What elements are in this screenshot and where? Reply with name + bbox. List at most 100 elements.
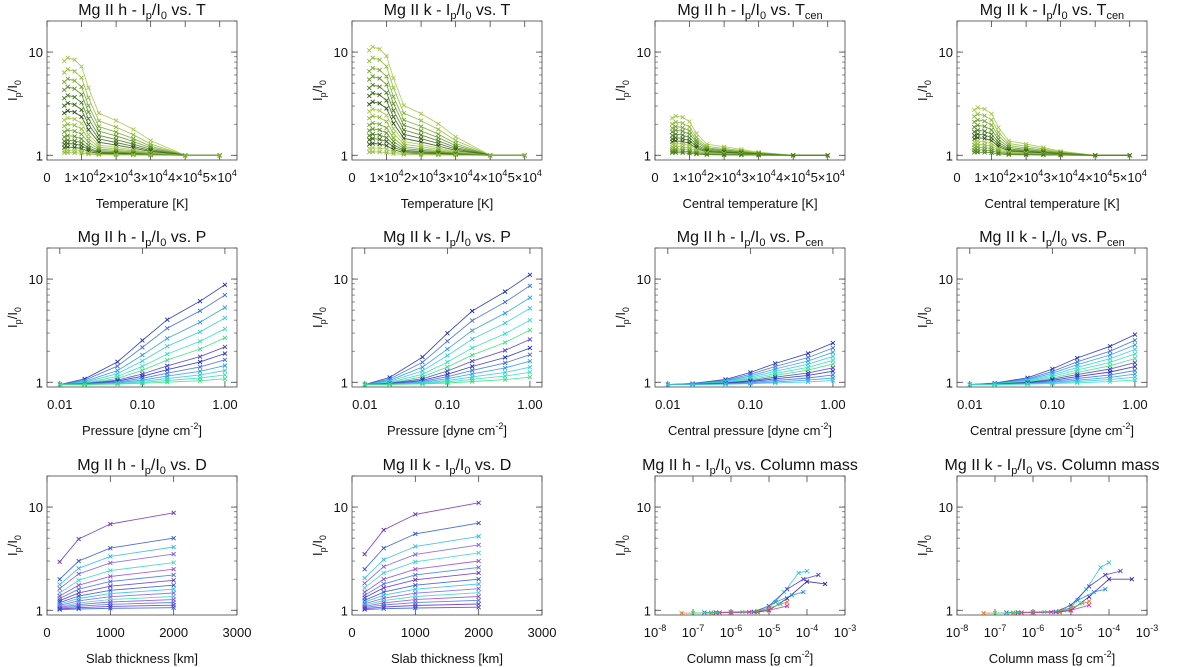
data-point xyxy=(1086,602,1092,608)
y-tick-label: 10 xyxy=(939,45,953,60)
data-point xyxy=(381,557,386,562)
series-line xyxy=(719,605,788,614)
series-line xyxy=(59,604,174,610)
x-tick-label: 1000 xyxy=(401,625,430,640)
data-point xyxy=(805,355,811,360)
data-point xyxy=(401,110,407,116)
data-point xyxy=(502,320,508,326)
data-point xyxy=(778,601,783,607)
data-point xyxy=(1019,610,1024,615)
x-tick-label: 0 xyxy=(43,625,50,640)
x-axis-label: Slab thickness [km] xyxy=(391,651,503,666)
data-point xyxy=(982,150,987,155)
data-point xyxy=(1107,352,1113,358)
data-point xyxy=(222,368,228,373)
data-point xyxy=(113,129,119,135)
data-point xyxy=(982,128,987,134)
data-point xyxy=(96,152,102,158)
y-tick-label: 10 xyxy=(29,272,43,287)
data-point xyxy=(445,338,450,344)
data-point xyxy=(825,152,831,158)
data-point xyxy=(384,53,389,59)
data-point xyxy=(420,354,425,360)
data-point xyxy=(61,58,67,64)
data-point xyxy=(1106,560,1112,565)
x-tick-label: 0.01 xyxy=(352,397,377,412)
data-point xyxy=(971,114,977,119)
data-point xyxy=(420,359,425,365)
data-point xyxy=(391,85,396,91)
data-point xyxy=(687,124,692,130)
data-point xyxy=(197,346,203,352)
data-point xyxy=(377,149,382,155)
y-axis-label: Ip/I0 xyxy=(310,535,328,556)
x-tick-label: 10-7 xyxy=(984,623,1006,640)
data-point xyxy=(171,535,176,541)
data-point xyxy=(527,358,533,364)
data-point xyxy=(1107,356,1113,361)
data-point xyxy=(384,112,389,118)
data-point xyxy=(366,128,372,133)
data-point xyxy=(502,289,508,294)
data-point xyxy=(784,603,790,609)
data-point xyxy=(992,382,997,387)
data-point xyxy=(57,607,62,612)
data-point xyxy=(197,308,203,314)
data-point xyxy=(222,315,228,321)
x-tick-label: 2×104 xyxy=(707,168,741,185)
data-point xyxy=(370,74,376,79)
data-point xyxy=(527,306,533,311)
x-tick-label: 3×104 xyxy=(133,168,167,185)
data-point xyxy=(391,151,396,157)
data-point xyxy=(76,586,81,592)
data-point xyxy=(164,317,170,323)
data-point xyxy=(830,368,836,374)
x-tick-label: 0.10 xyxy=(738,397,763,412)
data-point xyxy=(65,115,71,121)
x-tick-label: 3000 xyxy=(528,625,557,640)
data-point xyxy=(469,345,475,351)
data-point xyxy=(384,125,389,131)
x-tick-label: 1.00 xyxy=(820,397,845,412)
data-point xyxy=(975,123,981,128)
series-line xyxy=(59,553,174,589)
x-axis-label: Column mass [g cm-2] xyxy=(989,649,1116,666)
data-point xyxy=(381,585,386,591)
x-tick-label: 2×104 xyxy=(1009,168,1043,185)
data-point xyxy=(413,577,418,583)
data-point xyxy=(61,123,67,129)
data-point xyxy=(1048,609,1054,615)
data-point xyxy=(401,152,407,157)
x-tick-label: 4×104 xyxy=(473,168,507,185)
panel-title: Mg II k - Ip/I0 vs. Column mass xyxy=(945,457,1160,477)
data-point xyxy=(413,566,418,572)
data-point xyxy=(171,551,176,557)
data-point xyxy=(665,382,671,387)
data-point xyxy=(527,369,533,375)
data-point xyxy=(391,101,396,107)
data-point xyxy=(413,572,418,578)
data-point xyxy=(784,586,790,592)
y-tick-label: 10 xyxy=(637,45,651,60)
data-point xyxy=(982,124,987,129)
data-point xyxy=(108,583,113,589)
data-point xyxy=(57,586,62,591)
data-point xyxy=(830,345,836,351)
panel-h_Pcen: 1 10 0.01 0.10 1.00 Mg II h - Ip/I0 vs. Pcen C… xyxy=(613,229,846,438)
data-point xyxy=(721,152,727,158)
data-point xyxy=(362,551,367,557)
panel-h_T: 1 10 0 1×104 2×104 3×104 4×104 5×104 Mg II h - I… xyxy=(5,2,238,211)
data-point xyxy=(148,152,153,158)
data-point xyxy=(86,95,91,101)
data-point xyxy=(805,351,811,356)
data-point xyxy=(76,566,81,571)
data-point xyxy=(381,576,386,582)
data-point xyxy=(197,338,203,344)
data-point xyxy=(61,103,67,108)
data-point xyxy=(418,118,424,123)
data-point xyxy=(65,127,71,133)
data-point xyxy=(76,558,81,564)
data-point xyxy=(830,340,836,346)
x-tick-label: 2×104 xyxy=(99,168,133,185)
series-line xyxy=(364,599,479,609)
